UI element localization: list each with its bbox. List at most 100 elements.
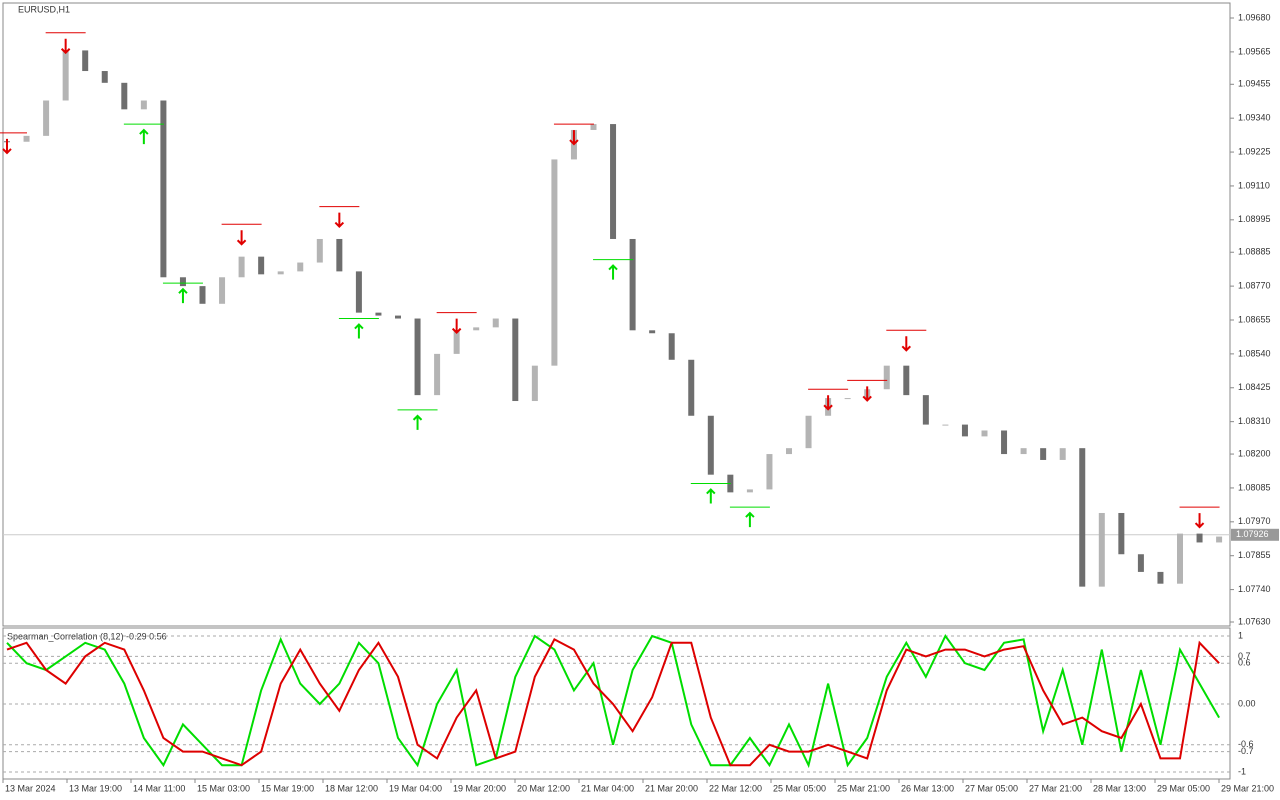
- signal-arrow: [412, 414, 423, 430]
- candle: [1177, 533, 1183, 584]
- signal-arrow: [1194, 513, 1205, 529]
- candle: [1001, 430, 1008, 455]
- signal-arrow: [178, 287, 188, 304]
- x-tick-label: 20 Mar 12:00: [517, 783, 570, 793]
- candle: [1196, 533, 1203, 543]
- x-tick-label: 19 Mar 04:00: [389, 783, 442, 793]
- candle: [473, 327, 480, 331]
- candle: [277, 271, 284, 275]
- x-tick-label: 26 Mar 13:00: [901, 783, 954, 793]
- candle: [492, 318, 499, 328]
- x-tick-label: 13 Mar 19:00: [69, 783, 122, 793]
- x-tick-label: 14 Mar 11:00: [133, 783, 185, 793]
- signal-arrow: [901, 336, 912, 352]
- signal-arrow: [236, 230, 247, 246]
- candle: [219, 277, 226, 304]
- candle: [1216, 536, 1223, 543]
- signal-arrow: [745, 511, 755, 528]
- candle: [961, 424, 968, 437]
- x-tick-label: 15 Mar 19:00: [261, 783, 314, 793]
- indicator-tick-label: 0.00: [1238, 698, 1256, 708]
- x-tick-label: 28 Mar 13:00: [1093, 783, 1146, 793]
- candle: [199, 286, 206, 304]
- candle: [1137, 554, 1144, 572]
- candle: [43, 100, 50, 136]
- candle: [297, 262, 304, 272]
- signal-arrow: [2, 138, 12, 155]
- signal-arrow: [451, 318, 462, 335]
- candle: [531, 365, 538, 402]
- candle: [1040, 448, 1047, 460]
- x-tick-label: 27 Mar 21:00: [1029, 783, 1082, 793]
- y-tick-label: 1.09455: [1238, 79, 1271, 89]
- y-tick-label: 1.09340: [1238, 113, 1271, 123]
- candle: [766, 454, 773, 490]
- y-tick-label: 1.07970: [1238, 516, 1271, 526]
- indicator-tick-label: -1: [1238, 766, 1246, 776]
- candle: [883, 365, 890, 390]
- x-tick-label: 25 Mar 21:00: [837, 783, 890, 793]
- signal-arrow: [354, 323, 364, 339]
- y-tick-label: 1.07855: [1238, 550, 1271, 560]
- candle: [746, 489, 753, 493]
- candle: [140, 100, 147, 110]
- candle: [316, 238, 323, 263]
- price-panel: [2, 2, 1231, 627]
- candle: [903, 365, 910, 396]
- current-price-box: [1231, 528, 1279, 541]
- candle: [1079, 448, 1086, 587]
- x-tick-label: 29 Mar 21:00: [1221, 783, 1274, 793]
- candle: [610, 124, 617, 239]
- indicator-line: [6, 638, 1220, 767]
- x-tick-label: 27 Mar 05:00: [965, 783, 1018, 793]
- candle: [707, 415, 714, 475]
- y-tick-label: 1.07740: [1238, 584, 1271, 594]
- candle: [981, 430, 988, 437]
- x-tick-label: 21 Mar 20:00: [645, 783, 698, 793]
- indicator-tick-label: -0.6: [1238, 739, 1254, 749]
- y-tick-label: 1.08085: [1238, 482, 1271, 492]
- x-tick-label: 19 Mar 20:00: [453, 783, 506, 793]
- symbol-title: EURUSD,H1: [18, 4, 70, 14]
- y-tick-label: 1.08425: [1238, 382, 1271, 392]
- candle: [82, 50, 89, 72]
- signal-arrow: [608, 264, 618, 280]
- candle: [844, 398, 851, 400]
- candle: [512, 318, 519, 402]
- candle: [375, 312, 382, 316]
- y-tick-label: 1.09565: [1238, 46, 1271, 56]
- candle: [238, 256, 245, 278]
- x-tick-label: 25 Mar 05:00: [773, 783, 826, 793]
- candle: [922, 395, 929, 425]
- x-tick-label: 18 Mar 12:00: [325, 783, 378, 793]
- indicator-tick-label: -0.7: [1238, 746, 1254, 756]
- candle: [942, 424, 949, 426]
- candle: [649, 330, 656, 334]
- candle: [805, 415, 812, 449]
- y-tick-label: 1.08200: [1238, 448, 1271, 458]
- candle: [62, 50, 69, 101]
- candle: [121, 82, 128, 110]
- candle: [414, 318, 421, 396]
- candle: [258, 256, 265, 275]
- candle: [434, 353, 441, 396]
- candle: [23, 135, 30, 142]
- candle: [1157, 571, 1164, 584]
- signal-arrow: [569, 130, 579, 146]
- y-tick-label: 1.09680: [1238, 12, 1271, 22]
- indicator-line: [6, 634, 1220, 769]
- candle: [395, 315, 401, 319]
- candle: [160, 100, 167, 278]
- candle: [453, 330, 460, 354]
- x-tick-label: 15 Mar 03:00: [197, 783, 250, 793]
- x-tick-label: 13 Mar 2024: [5, 783, 56, 793]
- candle: [355, 271, 362, 313]
- candle: [179, 277, 186, 287]
- candle: [668, 333, 675, 360]
- y-tick-label: 1.08885: [1238, 247, 1271, 257]
- y-tick-label: 1.08995: [1238, 214, 1271, 224]
- candle: [1118, 512, 1125, 555]
- signal-arrow: [823, 395, 833, 411]
- y-tick-label: 1.07630: [1238, 616, 1271, 626]
